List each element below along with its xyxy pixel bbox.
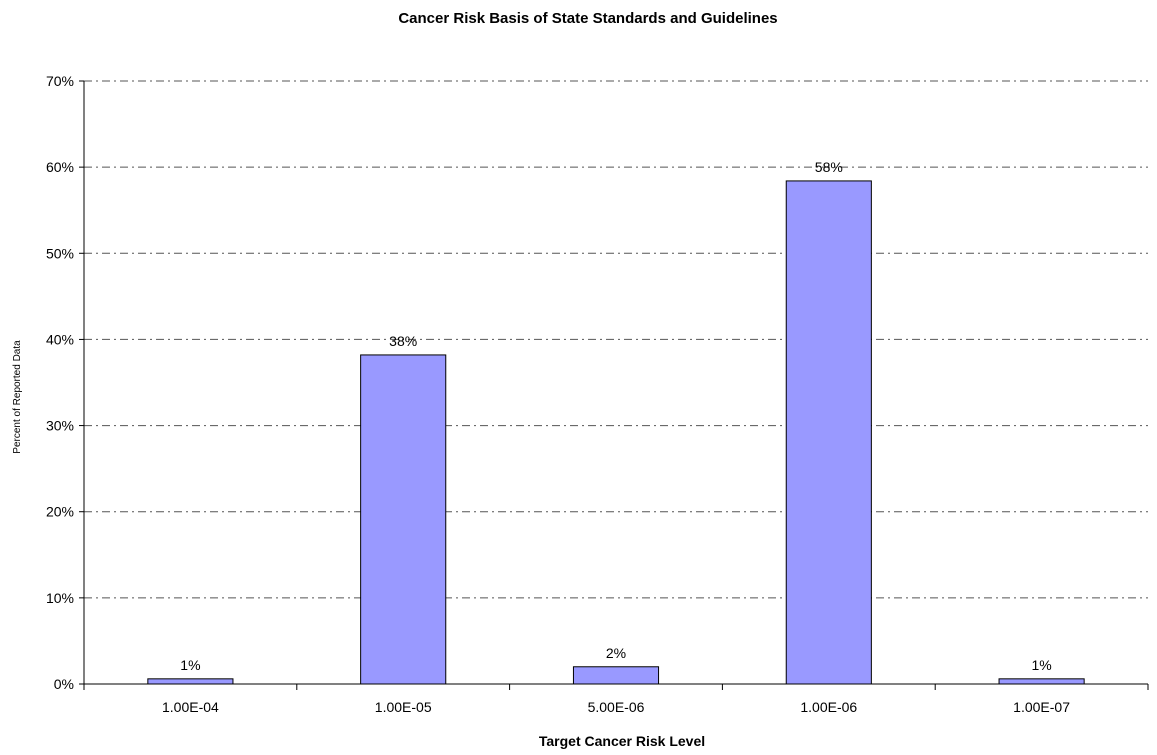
data-label: 1% bbox=[1031, 657, 1051, 673]
bars bbox=[147, 180, 1085, 685]
bar bbox=[572, 666, 660, 685]
y-tick-label: 40% bbox=[46, 331, 74, 347]
y-axis-ticks: 0% 10% 20% 30% 40% 50% 60% 70% bbox=[46, 73, 84, 692]
y-tick-label: 70% bbox=[46, 73, 74, 89]
x-tick-label: 1.00E-04 bbox=[162, 699, 219, 715]
axes bbox=[83, 81, 1148, 685]
x-tick-label: 5.00E-06 bbox=[588, 699, 645, 715]
data-label: 1% bbox=[180, 657, 200, 673]
bar bbox=[998, 678, 1085, 685]
data-label: 2% bbox=[606, 645, 626, 661]
gridlines bbox=[84, 80, 1148, 599]
data-label: 38% bbox=[389, 333, 417, 349]
y-tick-label: 20% bbox=[46, 504, 74, 520]
x-tick-label: 1.00E-06 bbox=[800, 699, 857, 715]
x-axis-title: Target Cancer Risk Level bbox=[539, 733, 705, 749]
data-label: 58% bbox=[815, 159, 843, 175]
y-tick-label: 50% bbox=[46, 245, 74, 261]
bar bbox=[147, 678, 234, 685]
y-tick-label: 60% bbox=[46, 159, 74, 175]
bar bbox=[785, 180, 872, 685]
y-tick-label: 30% bbox=[46, 418, 74, 434]
bar bbox=[360, 354, 447, 685]
x-tick-label: 1.00E-07 bbox=[1013, 699, 1070, 715]
chart-title: Cancer Risk Basis of State Standards and… bbox=[398, 10, 777, 27]
y-axis-title: Percent of Reported Data bbox=[12, 340, 23, 454]
x-axis-ticks: 1.00E-04 1.00E-05 5.00E-06 1.00E-06 1.00E-07 bbox=[83, 684, 1149, 715]
data-labels: 1% 38% 2% 58% 1% bbox=[180, 159, 1051, 673]
x-tick-label: 1.00E-05 bbox=[375, 699, 432, 715]
y-tick-label: 0% bbox=[54, 676, 74, 692]
y-tick-label: 10% bbox=[46, 590, 74, 606]
